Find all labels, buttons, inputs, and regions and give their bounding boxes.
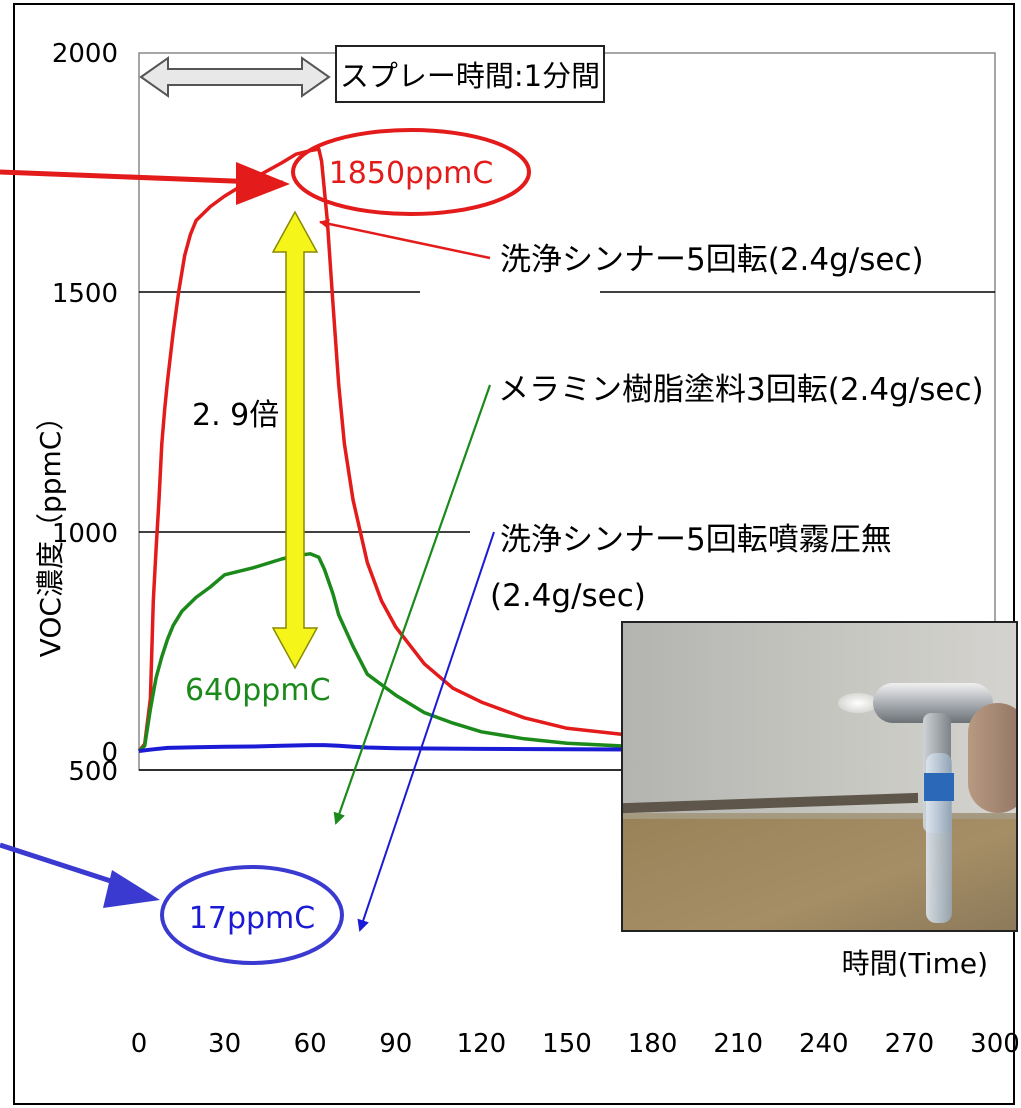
y-tick-1500: 1500 bbox=[52, 279, 118, 309]
blue-label-leader bbox=[357, 531, 495, 932]
x-tick-270: 270 bbox=[885, 1029, 935, 1059]
x-ticks: 0 30 60 90 120 150 180 210 240 270 300 bbox=[131, 1029, 1020, 1059]
x-tick-60: 60 bbox=[294, 1029, 327, 1059]
y-tick-1000: 1000 bbox=[52, 519, 118, 549]
blue-pointer-arrow bbox=[0, 842, 121, 887]
y-tick-0: 0 bbox=[101, 738, 118, 768]
blue-peak-ellipse bbox=[160, 865, 344, 965]
bottle-label bbox=[924, 773, 954, 801]
blue-series-label-line2: (2.4g/sec) bbox=[490, 578, 646, 614]
green-label-leader bbox=[333, 384, 492, 825]
x-tick-180: 180 bbox=[628, 1029, 678, 1059]
red-pointer-arrow bbox=[0, 169, 284, 186]
chart-frame bbox=[13, 3, 1015, 1105]
photo-basin bbox=[623, 819, 1016, 930]
x-tick-120: 120 bbox=[457, 1029, 507, 1059]
spray-gun-photo bbox=[621, 621, 1018, 932]
x-tick-90: 90 bbox=[379, 1029, 412, 1059]
red-peak-label: 1850ppmC bbox=[329, 156, 494, 191]
green-series-label: メラミン樹脂塗料3回転(2.4g/sec) bbox=[498, 372, 984, 408]
x-tick-150: 150 bbox=[542, 1029, 592, 1059]
red-pointer-arrowhead bbox=[236, 162, 290, 205]
ratio-arrow bbox=[271, 210, 319, 670]
spray-time-box bbox=[335, 45, 605, 103]
x-tick-30: 30 bbox=[208, 1029, 241, 1059]
x-tick-240: 240 bbox=[799, 1029, 849, 1059]
blue-series-label-line1: 洗浄シンナー5回転噴霧圧無 bbox=[500, 522, 892, 558]
x-axis-title: 時間(Time) bbox=[842, 947, 988, 980]
red-series-label: 洗浄シンナー5回転(2.4g/sec) bbox=[500, 242, 924, 278]
y-tick-500: 500 bbox=[68, 757, 118, 787]
x-tick-210: 210 bbox=[713, 1029, 763, 1059]
blue-peak-label: 17ppmC bbox=[189, 901, 315, 936]
y-axis-title: VOC濃度（ppmC） bbox=[34, 403, 67, 658]
red-peak-ellipse bbox=[291, 128, 531, 216]
spray-time-arrow bbox=[139, 56, 331, 98]
green-peak-label: 640ppmC bbox=[185, 673, 331, 708]
spray-time-label: スプレー時間:1分間 bbox=[340, 59, 600, 93]
blue-pointer-arrowhead bbox=[103, 870, 160, 908]
ratio-label: 2. 9倍 bbox=[192, 398, 279, 433]
hand bbox=[968, 703, 1016, 813]
y-tick-2000: 2000 bbox=[52, 39, 118, 69]
photo-spray-mist bbox=[838, 693, 878, 713]
x-tick-0: 0 bbox=[131, 1029, 148, 1059]
red-label-leader bbox=[319, 218, 491, 260]
series-line-melamine-3 bbox=[137, 552, 996, 753]
x-tick-300: 300 bbox=[970, 1029, 1020, 1059]
y-ticks: 2000 1500 1000 500 0 bbox=[52, 39, 118, 787]
